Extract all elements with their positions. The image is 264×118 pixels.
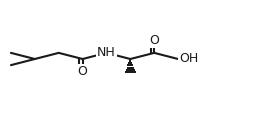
Text: O: O [149, 34, 159, 46]
Text: O: O [78, 65, 88, 78]
Text: NH: NH [97, 46, 116, 59]
Text: OH: OH [180, 53, 199, 65]
